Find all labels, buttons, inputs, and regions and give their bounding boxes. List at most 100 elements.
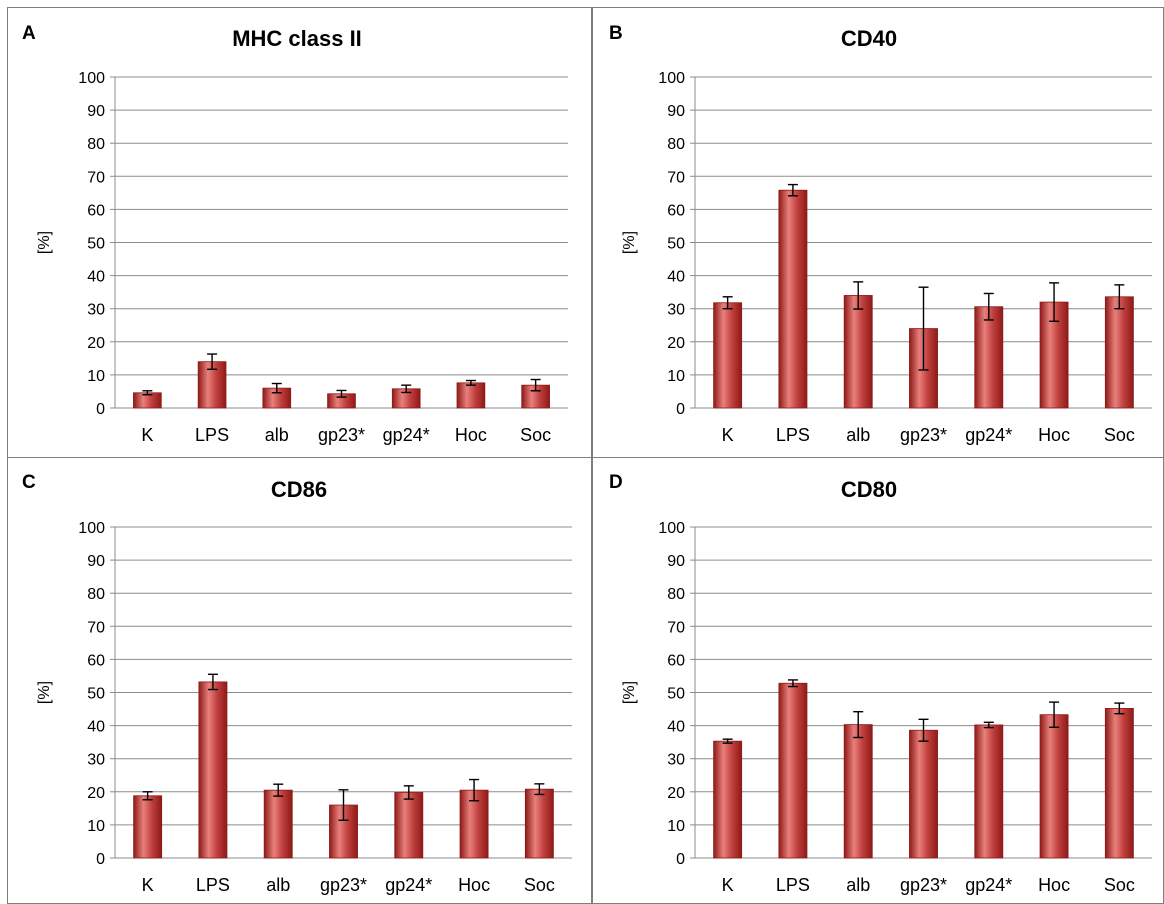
x-tick-label-c-5: Hoc (458, 875, 490, 895)
x-tick-label-b-0: K (722, 425, 734, 445)
y-tick-label-a-0: 0 (96, 401, 105, 418)
x-tick-label-d-4: gp24* (965, 875, 1012, 895)
y-tick-label-b-0: 0 (676, 401, 685, 418)
y-tick-label-d-90: 90 (667, 553, 685, 570)
y-tick-label-a-40: 40 (87, 269, 105, 286)
chart-title-b: CD40 (841, 26, 897, 51)
y-axis-label-a: [%] (36, 231, 53, 254)
bar-d-lps (778, 682, 808, 859)
bar-d-gp23star (909, 729, 938, 859)
bar-d-gp24star (974, 724, 1004, 859)
panel-letter-c: C (22, 472, 36, 493)
y-tick-label-b-40: 40 (667, 269, 685, 286)
x-tick-label-c-0: K (142, 875, 154, 895)
y-axis-label-c: [%] (36, 681, 53, 704)
y-tick-label-b-30: 30 (667, 302, 685, 319)
bar-d-hoc (1039, 714, 1069, 859)
bar-b-alb (843, 295, 873, 409)
y-tick-label-b-10: 10 (667, 368, 685, 385)
x-tick-label-c-1: LPS (196, 875, 230, 895)
panel-letter-d: D (609, 472, 623, 493)
chart-d: D CD80 0 10 20 30 40 50 60 70 80 90 100 [%] K LPS alb gp2… (609, 472, 1152, 895)
x-tick-label-a-4: gp24* (383, 425, 430, 445)
y-tick-label-c-50: 50 (87, 686, 105, 703)
y-tick-label-d-60: 60 (667, 652, 685, 669)
y-tick-label-d-70: 70 (667, 619, 685, 636)
x-tick-label-b-4: gp24* (965, 425, 1012, 445)
y-tick-label-a-20: 20 (87, 335, 105, 352)
y-tick-label-c-90: 90 (87, 553, 105, 570)
y-tick-label-c-100: 100 (78, 520, 105, 537)
x-tick-label-c-3: gp23* (320, 875, 367, 895)
x-tick-label-b-6: Soc (1104, 425, 1135, 445)
chart-b: B CD40 0 10 20 30 40 50 60 70 80 90 100 [%] K LPS alb gp2… (609, 23, 1152, 445)
y-tick-label-c-60: 60 (87, 652, 105, 669)
bar-b-k (713, 302, 743, 409)
y-tick-label-c-0: 0 (96, 851, 105, 868)
y-tick-label-d-80: 80 (667, 586, 685, 603)
y-tick-label-a-90: 90 (87, 103, 105, 120)
y-tick-label-b-100: 100 (658, 70, 685, 87)
x-tick-label-a-3: gp23* (318, 425, 365, 445)
y-tick-label-a-50: 50 (87, 236, 105, 253)
y-tick-label-b-90: 90 (667, 103, 685, 120)
y-tick-label-d-0: 0 (676, 851, 685, 868)
y-tick-label-a-70: 70 (87, 169, 105, 186)
y-tick-label-d-10: 10 (667, 818, 685, 835)
x-tick-label-d-5: Hoc (1038, 875, 1070, 895)
y-tick-label-c-20: 20 (87, 785, 105, 802)
y-tick-label-d-30: 30 (667, 752, 685, 769)
y-axis-label-b: [%] (621, 231, 638, 254)
chart-panel-d (592, 457, 1164, 904)
y-tick-label-c-40: 40 (87, 719, 105, 736)
y-tick-label-b-80: 80 (667, 136, 685, 153)
y-tick-label-a-60: 60 (87, 202, 105, 219)
bar-c-soc (524, 788, 554, 859)
panel-letter-b: B (609, 23, 623, 44)
x-tick-label-b-1: LPS (776, 425, 810, 445)
y-tick-label-a-80: 80 (87, 136, 105, 153)
y-tick-label-b-50: 50 (667, 236, 685, 253)
y-tick-label-c-30: 30 (87, 752, 105, 769)
y-tick-label-d-100: 100 (658, 520, 685, 537)
y-axis-label-d: [%] (621, 681, 638, 704)
bar-c-lps (198, 681, 228, 859)
chart-panel-a (7, 7, 592, 458)
x-tick-label-a-0: K (141, 425, 153, 445)
bar-a-hoc (456, 382, 486, 409)
chart-title-c: CD86 (271, 477, 327, 502)
bar-c-hoc (459, 789, 489, 859)
y-tick-label-d-20: 20 (667, 785, 685, 802)
x-tick-label-c-6: Soc (524, 875, 555, 895)
y-tick-label-a-100: 100 (78, 70, 105, 87)
bar-d-k (713, 740, 743, 859)
y-tick-label-b-70: 70 (667, 169, 685, 186)
bar-b-lps (778, 189, 808, 409)
x-tick-label-b-2: alb (846, 425, 870, 445)
x-tick-label-a-2: alb (265, 425, 289, 445)
x-tick-label-c-2: alb (266, 875, 290, 895)
chart-panel-b (592, 7, 1164, 458)
panel-letter-a: A (22, 23, 36, 44)
y-tick-label-c-70: 70 (87, 619, 105, 636)
bar-c-alb (263, 789, 293, 859)
x-tick-label-d-3: gp23* (900, 875, 947, 895)
x-tick-label-a-5: Hoc (455, 425, 487, 445)
x-tick-label-d-2: alb (846, 875, 870, 895)
chart-c: C CD86 0 10 20 30 40 50 60 70 80 90 100 [%] K LPS alb gp2… (22, 472, 572, 895)
y-tick-label-d-50: 50 (667, 686, 685, 703)
chart-a: A MHC class II 0 10 20 30 40 50 60 70 80 90 100 [%] K L… (22, 23, 568, 445)
chart-title-a: MHC class II (232, 26, 362, 51)
y-tick-label-b-60: 60 (667, 202, 685, 219)
y-tick-label-c-10: 10 (87, 818, 105, 835)
x-tick-label-d-0: K (722, 875, 734, 895)
x-tick-label-c-4: gp24* (385, 875, 432, 895)
x-tick-label-b-5: Hoc (1038, 425, 1070, 445)
y-tick-label-a-30: 30 (87, 302, 105, 319)
bar-c-k (133, 795, 163, 859)
bar-d-soc (1104, 707, 1134, 859)
bar-b-gp24star (974, 306, 1004, 409)
y-tick-label-b-20: 20 (667, 335, 685, 352)
x-tick-label-d-1: LPS (776, 875, 810, 895)
